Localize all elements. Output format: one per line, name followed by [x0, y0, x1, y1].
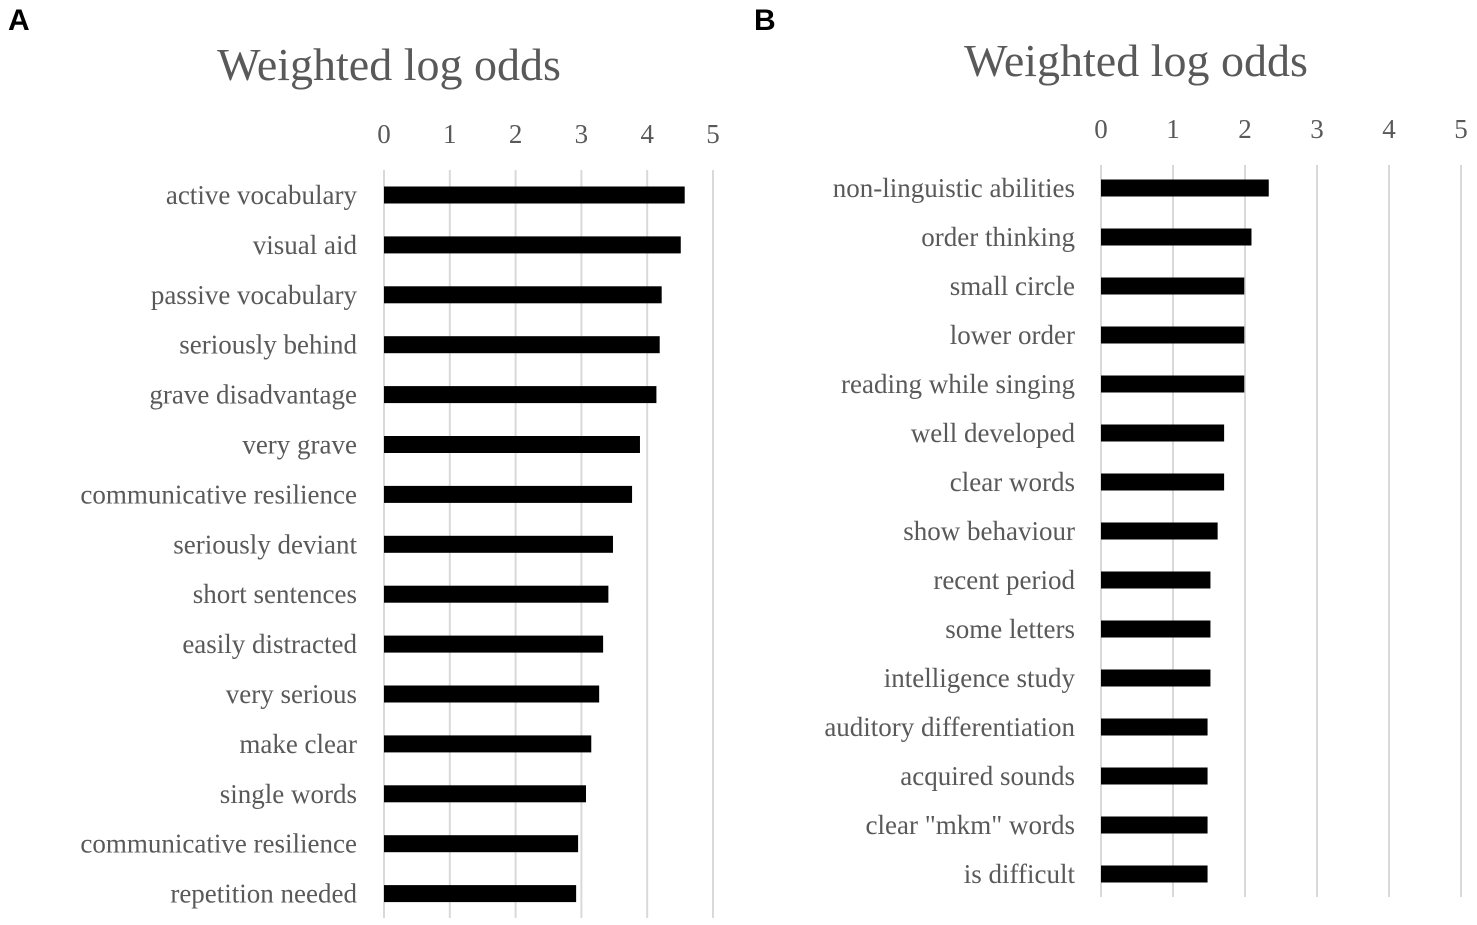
category-label-a-0: active vocabulary [166, 180, 358, 210]
bar-a-6 [384, 485, 633, 503]
category-label-a-5: very grave [242, 430, 357, 460]
category-label-b-4: reading while singing [841, 369, 1075, 399]
bar-a-11 [384, 735, 592, 753]
category-label-a-4: grave disadvantage [149, 380, 357, 410]
bar-a-3 [384, 336, 660, 354]
bar-a-2 [384, 286, 662, 304]
category-label-a-6: communicative resilience [80, 479, 357, 509]
bar-a-8 [384, 585, 609, 603]
bar-b-0 [1101, 179, 1269, 197]
panel-label-a: A [8, 4, 30, 37]
bar-b-3 [1101, 326, 1245, 344]
x-tick-label-b-0: 0 [1094, 114, 1108, 144]
category-label-b-14: is difficult [964, 859, 1076, 889]
category-label-b-6: clear words [950, 467, 1075, 497]
category-label-a-1: visual aid [253, 230, 358, 260]
bar-b-4 [1101, 375, 1245, 393]
bar-b-2 [1101, 277, 1245, 295]
category-label-b-1: order thinking [921, 222, 1075, 252]
x-tick-label-a-2: 2 [509, 119, 523, 149]
bar-b-1 [1101, 228, 1252, 246]
category-label-a-12: single words [220, 779, 357, 809]
bar-a-7 [384, 535, 613, 553]
bar-a-13 [384, 835, 579, 853]
bar-b-13 [1101, 816, 1208, 834]
x-tick-label-a-5: 5 [706, 119, 720, 149]
chart-title-a: Weighted log odds [217, 39, 561, 90]
category-label-a-7: seriously deviant [173, 529, 357, 559]
bar-a-9 [384, 635, 604, 653]
x-tick-label-b-1: 1 [1166, 114, 1180, 144]
category-label-b-8: recent period [933, 565, 1075, 595]
category-labels-b: non-linguistic abilities order thinking sm… [824, 173, 1075, 889]
category-label-a-9: easily distracted [182, 629, 357, 659]
category-label-a-3: seriously behind [179, 330, 357, 360]
bars-a [384, 186, 685, 903]
category-label-a-10: very serious [226, 679, 357, 709]
category-label-b-13: clear "mkm" words [866, 810, 1076, 840]
category-label-a-8: short sentences [193, 579, 357, 609]
bar-a-5 [384, 436, 640, 453]
x-tick-labels-b: 0 1 2 3 4 5 [1094, 114, 1468, 144]
chart-title-b: Weighted log odds [964, 35, 1308, 86]
category-label-a-11: make clear [239, 729, 357, 759]
category-label-b-2: small circle [950, 271, 1075, 301]
category-label-b-9: some letters [945, 614, 1075, 644]
category-label-a-13: communicative resilience [80, 829, 357, 859]
category-label-b-12: acquired sounds [900, 761, 1075, 791]
x-tick-label-a-0: 0 [377, 119, 391, 149]
category-label-a-14: repetition needed [170, 879, 357, 909]
panel-b: B Weighted log odds 0 1 2 3 4 5 non-linguisti… [754, 4, 1468, 897]
x-tick-labels-a: 0 1 2 3 4 5 [377, 119, 720, 149]
category-label-a-2: passive vocabulary [151, 280, 358, 310]
bar-a-12 [384, 785, 587, 803]
bar-a-14 [384, 885, 577, 903]
x-tick-label-b-4: 4 [1382, 114, 1396, 144]
bar-a-1 [384, 236, 681, 254]
bar-b-12 [1101, 767, 1208, 785]
bar-b-9 [1101, 620, 1211, 638]
bar-b-10 [1101, 669, 1211, 687]
bar-b-14 [1101, 865, 1208, 883]
x-tick-label-a-3: 3 [575, 119, 589, 149]
category-label-b-10: intelligence study [884, 663, 1076, 693]
x-tick-label-b-5: 5 [1454, 114, 1468, 144]
category-label-b-0: non-linguistic abilities [833, 173, 1075, 203]
bar-a-10 [384, 685, 600, 703]
category-label-b-5: well developed [911, 418, 1076, 448]
category-labels-a: active vocabulary visual aid passive vocab… [80, 180, 357, 909]
bar-b-7 [1101, 522, 1218, 540]
bar-b-6 [1101, 473, 1225, 491]
bar-a-0 [384, 186, 685, 204]
category-label-b-3: lower order [950, 320, 1075, 350]
panel-label-b: B [754, 4, 776, 37]
category-label-b-7: show behaviour [903, 516, 1075, 546]
x-tick-label-a-1: 1 [443, 119, 457, 149]
bar-b-5 [1101, 424, 1225, 442]
bar-b-8 [1101, 571, 1211, 589]
bar-b-11 [1101, 718, 1208, 736]
category-label-b-11: auditory differentiation [824, 712, 1075, 742]
x-tick-label-b-2: 2 [1238, 114, 1252, 144]
bars-b [1101, 179, 1269, 883]
x-tick-label-a-4: 4 [640, 119, 654, 149]
x-tick-label-b-3: 3 [1310, 114, 1324, 144]
panel-a: A Weighted log odds 0 1 2 3 4 5 active vocabu… [8, 4, 720, 918]
bar-a-4 [384, 386, 657, 404]
